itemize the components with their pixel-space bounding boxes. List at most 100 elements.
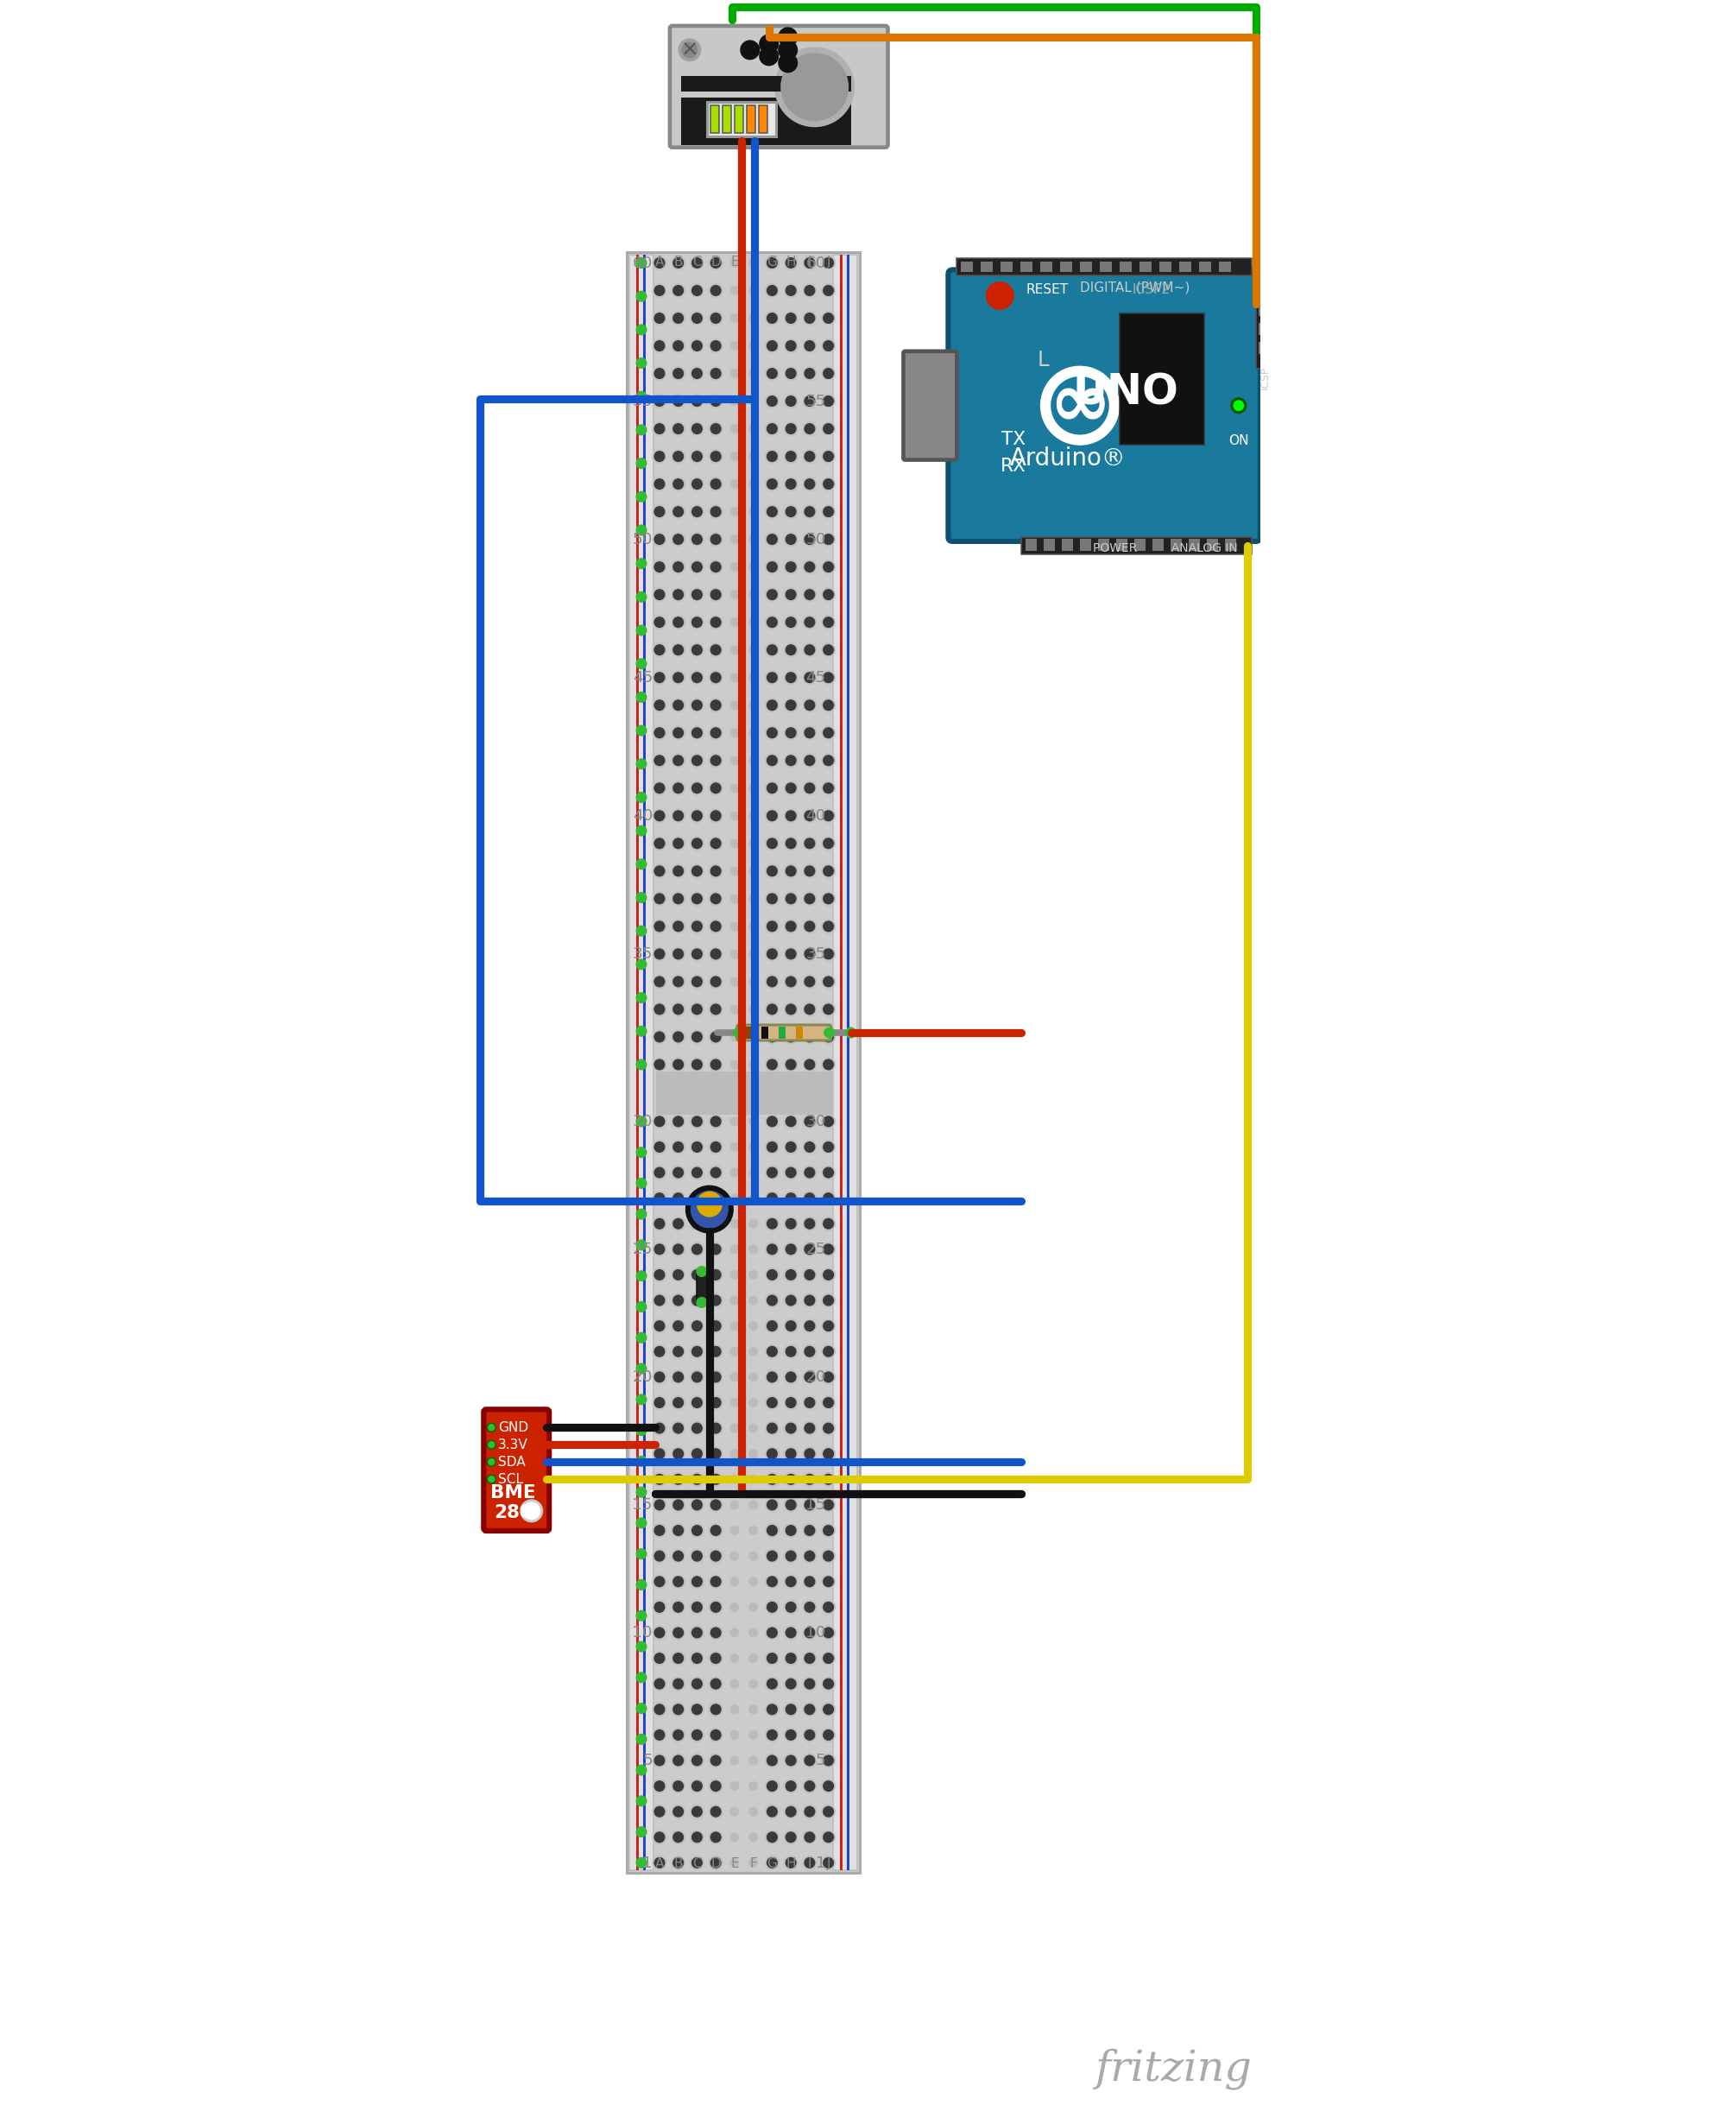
Text: BME
280: BME 280	[491, 1485, 536, 1521]
Circle shape	[785, 782, 797, 794]
Circle shape	[691, 1243, 703, 1256]
Circle shape	[823, 1652, 835, 1665]
Circle shape	[691, 1576, 703, 1588]
Circle shape	[691, 1857, 703, 1868]
Circle shape	[786, 1006, 795, 1015]
Circle shape	[674, 1169, 682, 1178]
Circle shape	[712, 1502, 720, 1510]
Circle shape	[710, 256, 722, 269]
Circle shape	[637, 993, 646, 1002]
Circle shape	[750, 1705, 757, 1713]
Circle shape	[712, 1061, 720, 1070]
Circle shape	[806, 1034, 814, 1042]
Circle shape	[750, 1451, 757, 1457]
Circle shape	[766, 1449, 778, 1459]
Circle shape	[653, 284, 665, 297]
Circle shape	[731, 1451, 738, 1457]
Circle shape	[804, 561, 816, 574]
Circle shape	[785, 1525, 797, 1536]
Circle shape	[710, 589, 722, 602]
Circle shape	[804, 369, 816, 379]
Bar	[1259, 324, 1264, 335]
Circle shape	[785, 1004, 797, 1015]
Circle shape	[806, 866, 814, 875]
Circle shape	[785, 369, 797, 379]
Bar	[642, 254, 646, 1870]
Circle shape	[766, 1576, 778, 1588]
Circle shape	[691, 892, 703, 904]
Circle shape	[806, 646, 814, 654]
Circle shape	[785, 1832, 797, 1843]
Circle shape	[712, 949, 720, 957]
Circle shape	[806, 1578, 814, 1586]
Text: ×: ×	[681, 40, 698, 61]
Circle shape	[731, 1733, 738, 1739]
Circle shape	[637, 1148, 646, 1156]
Circle shape	[693, 481, 701, 489]
Circle shape	[691, 1294, 703, 1307]
Circle shape	[672, 1142, 684, 1152]
Circle shape	[712, 1474, 720, 1485]
Circle shape	[653, 396, 665, 407]
Circle shape	[825, 1296, 833, 1305]
Circle shape	[804, 451, 816, 462]
Circle shape	[710, 1525, 722, 1536]
Circle shape	[654, 1680, 663, 1688]
Circle shape	[825, 674, 833, 682]
Circle shape	[786, 1372, 795, 1381]
Circle shape	[825, 396, 833, 405]
Circle shape	[653, 369, 665, 379]
Circle shape	[654, 1220, 663, 1228]
Circle shape	[786, 921, 795, 930]
Circle shape	[731, 453, 738, 460]
Circle shape	[710, 1269, 722, 1281]
Circle shape	[654, 313, 663, 322]
Circle shape	[1045, 371, 1115, 441]
Circle shape	[653, 589, 665, 602]
Circle shape	[672, 589, 684, 602]
Circle shape	[712, 839, 720, 847]
Circle shape	[786, 369, 795, 377]
Circle shape	[693, 1195, 701, 1203]
Circle shape	[637, 1550, 646, 1559]
Circle shape	[766, 616, 778, 629]
Circle shape	[653, 1652, 665, 1665]
Text: G: G	[767, 1857, 778, 1870]
Circle shape	[825, 1322, 833, 1330]
Circle shape	[806, 1680, 814, 1688]
Circle shape	[653, 921, 665, 932]
Circle shape	[693, 1061, 701, 1070]
Bar	[981, 263, 993, 273]
Circle shape	[654, 1857, 663, 1868]
Circle shape	[710, 561, 722, 574]
Circle shape	[804, 1142, 816, 1152]
Circle shape	[825, 1502, 833, 1510]
Circle shape	[710, 506, 722, 517]
Circle shape	[653, 479, 665, 489]
Circle shape	[766, 1116, 778, 1127]
Circle shape	[785, 339, 797, 352]
Circle shape	[766, 256, 778, 269]
Circle shape	[674, 1832, 682, 1841]
Circle shape	[712, 1781, 720, 1790]
Circle shape	[731, 1578, 738, 1584]
Circle shape	[710, 396, 722, 407]
Circle shape	[750, 841, 757, 847]
Circle shape	[766, 1320, 778, 1332]
Circle shape	[785, 1345, 797, 1358]
Bar	[1153, 538, 1163, 551]
Circle shape	[806, 1629, 814, 1637]
Circle shape	[654, 1398, 663, 1406]
Circle shape	[825, 921, 833, 930]
Circle shape	[654, 424, 663, 434]
Circle shape	[750, 868, 757, 875]
Bar	[1080, 538, 1092, 551]
Circle shape	[767, 563, 776, 572]
Text: 40: 40	[806, 809, 826, 824]
Circle shape	[637, 894, 646, 902]
Text: B: B	[674, 254, 682, 269]
Circle shape	[806, 976, 814, 987]
Circle shape	[674, 1527, 682, 1536]
Circle shape	[767, 1449, 776, 1457]
Circle shape	[785, 1627, 797, 1639]
